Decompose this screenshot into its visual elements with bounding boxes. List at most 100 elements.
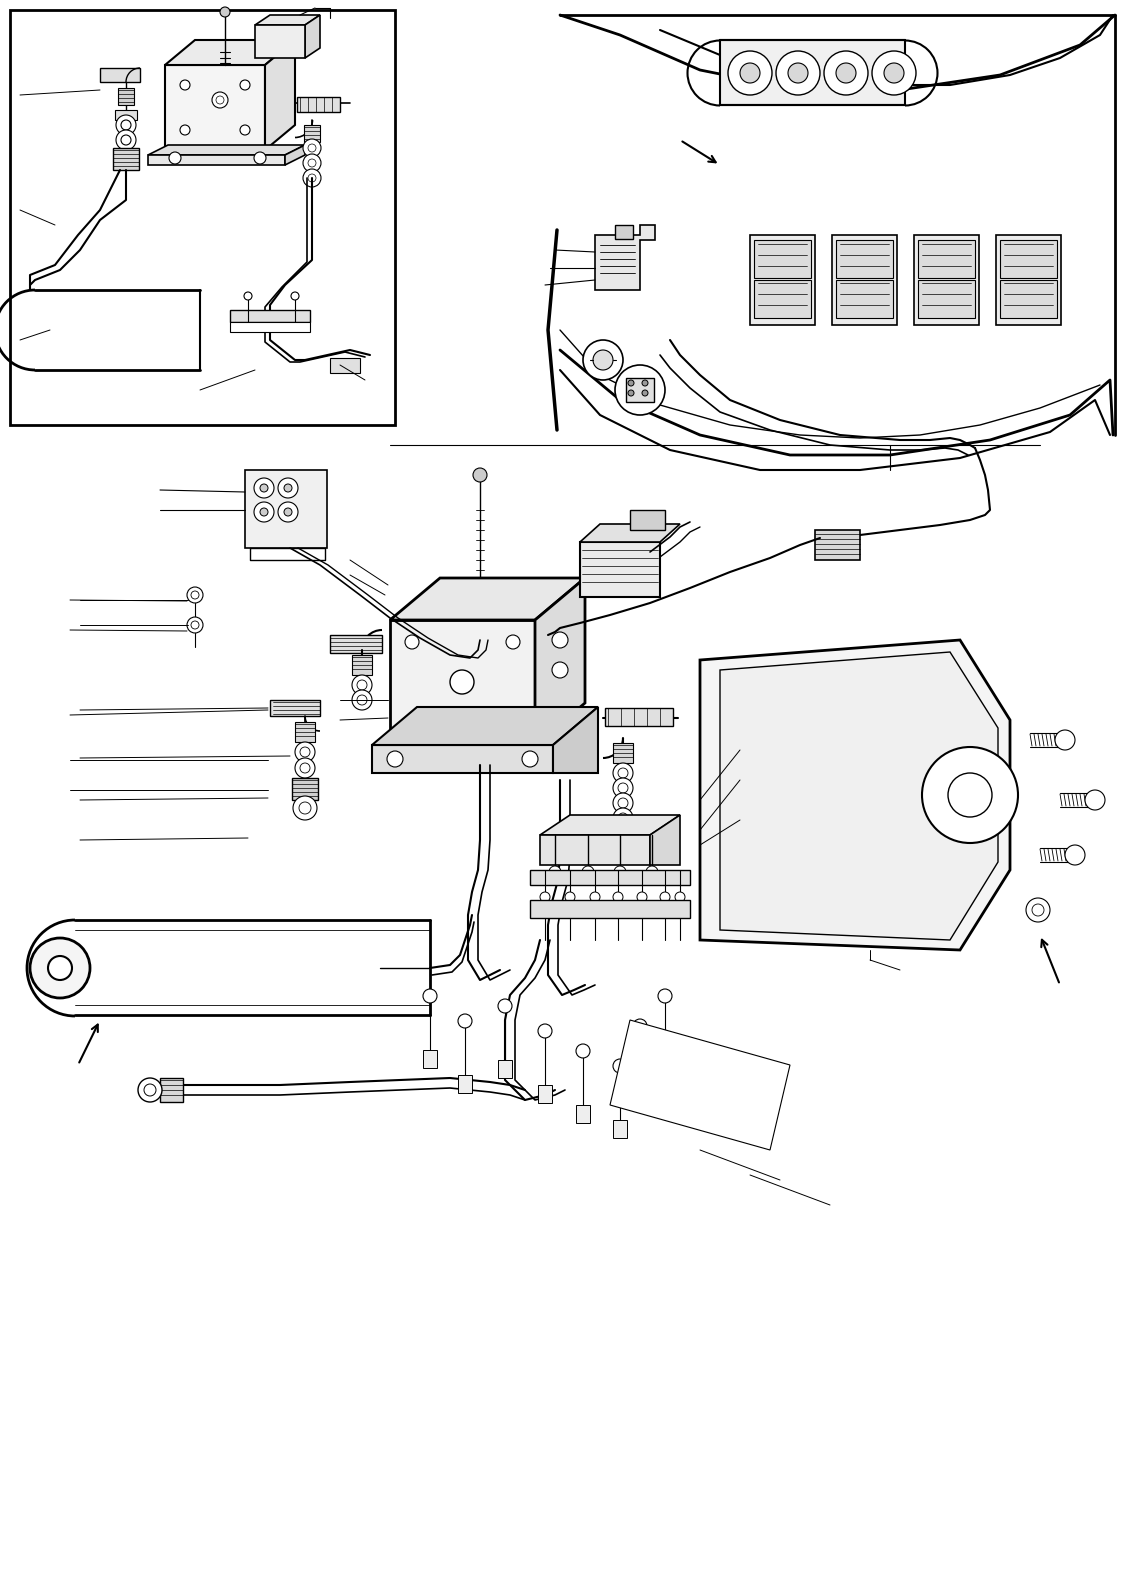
Circle shape — [279, 503, 298, 522]
Bar — [626, 379, 654, 402]
Bar — [615, 225, 633, 239]
Circle shape — [121, 135, 131, 145]
Circle shape — [740, 63, 760, 83]
Circle shape — [660, 892, 670, 902]
Polygon shape — [540, 815, 681, 836]
Circle shape — [240, 126, 250, 135]
Circle shape — [590, 892, 600, 902]
Circle shape — [303, 154, 321, 171]
Circle shape — [618, 768, 628, 778]
Circle shape — [191, 591, 199, 599]
Circle shape — [295, 757, 314, 778]
Circle shape — [728, 50, 772, 94]
Polygon shape — [613, 743, 633, 764]
Polygon shape — [372, 745, 553, 773]
Circle shape — [593, 350, 613, 371]
Circle shape — [168, 152, 181, 163]
Circle shape — [642, 390, 648, 396]
Polygon shape — [292, 778, 318, 800]
Circle shape — [613, 793, 633, 814]
Circle shape — [188, 588, 203, 603]
Polygon shape — [255, 16, 320, 25]
Polygon shape — [295, 723, 314, 742]
Circle shape — [357, 694, 367, 705]
Circle shape — [180, 80, 190, 90]
Circle shape — [618, 814, 628, 823]
Circle shape — [387, 751, 403, 767]
Circle shape — [646, 866, 658, 878]
Circle shape — [180, 126, 190, 135]
Circle shape — [549, 866, 562, 878]
Circle shape — [188, 617, 203, 633]
Polygon shape — [285, 145, 305, 165]
Circle shape — [303, 138, 321, 157]
Circle shape — [450, 669, 474, 694]
Circle shape — [279, 478, 298, 498]
Circle shape — [642, 380, 648, 386]
Circle shape — [1054, 731, 1075, 749]
Circle shape — [776, 50, 820, 94]
Polygon shape — [330, 635, 382, 654]
Bar — [230, 309, 310, 322]
Circle shape — [628, 390, 634, 396]
Circle shape — [405, 716, 419, 731]
Circle shape — [116, 130, 136, 149]
Bar — [633, 1079, 647, 1098]
Circle shape — [472, 610, 489, 625]
Circle shape — [284, 484, 292, 492]
Circle shape — [628, 380, 634, 386]
Polygon shape — [165, 39, 295, 64]
Bar — [245, 470, 327, 548]
Polygon shape — [390, 621, 535, 745]
Bar — [999, 240, 1057, 278]
Polygon shape — [390, 578, 585, 621]
Circle shape — [458, 1013, 472, 1027]
Polygon shape — [165, 64, 265, 149]
Bar — [530, 900, 690, 917]
Circle shape — [405, 635, 419, 649]
Bar — [836, 240, 893, 278]
Circle shape — [261, 507, 268, 515]
Circle shape — [836, 63, 856, 83]
Circle shape — [351, 676, 372, 694]
Polygon shape — [305, 16, 320, 58]
Polygon shape — [700, 639, 1010, 950]
Circle shape — [423, 990, 437, 1002]
Polygon shape — [148, 156, 285, 165]
Bar — [815, 529, 860, 559]
Bar — [497, 1060, 512, 1078]
Circle shape — [284, 507, 292, 515]
Bar — [917, 280, 975, 317]
Circle shape — [244, 292, 252, 300]
Circle shape — [824, 50, 868, 94]
Bar — [458, 1075, 472, 1093]
Circle shape — [538, 1024, 553, 1038]
Circle shape — [553, 661, 568, 679]
Bar — [10, 9, 395, 426]
Circle shape — [618, 782, 628, 793]
Circle shape — [254, 152, 266, 163]
Polygon shape — [148, 145, 305, 156]
Bar — [613, 1120, 627, 1137]
Bar — [914, 236, 979, 325]
Circle shape — [613, 764, 633, 782]
Polygon shape — [113, 148, 139, 170]
Circle shape — [293, 796, 317, 820]
Circle shape — [240, 80, 250, 90]
Circle shape — [613, 807, 633, 828]
Polygon shape — [100, 68, 140, 82]
Bar — [999, 280, 1057, 317]
Circle shape — [633, 1020, 647, 1034]
Circle shape — [473, 468, 487, 482]
Circle shape — [299, 803, 311, 814]
Polygon shape — [720, 652, 998, 939]
Bar — [754, 240, 811, 278]
Circle shape — [553, 632, 568, 647]
Polygon shape — [579, 525, 681, 542]
Bar — [530, 870, 690, 884]
Circle shape — [295, 742, 314, 762]
Polygon shape — [270, 701, 320, 716]
Circle shape — [1026, 899, 1050, 922]
Bar — [917, 240, 975, 278]
Circle shape — [1065, 845, 1085, 866]
